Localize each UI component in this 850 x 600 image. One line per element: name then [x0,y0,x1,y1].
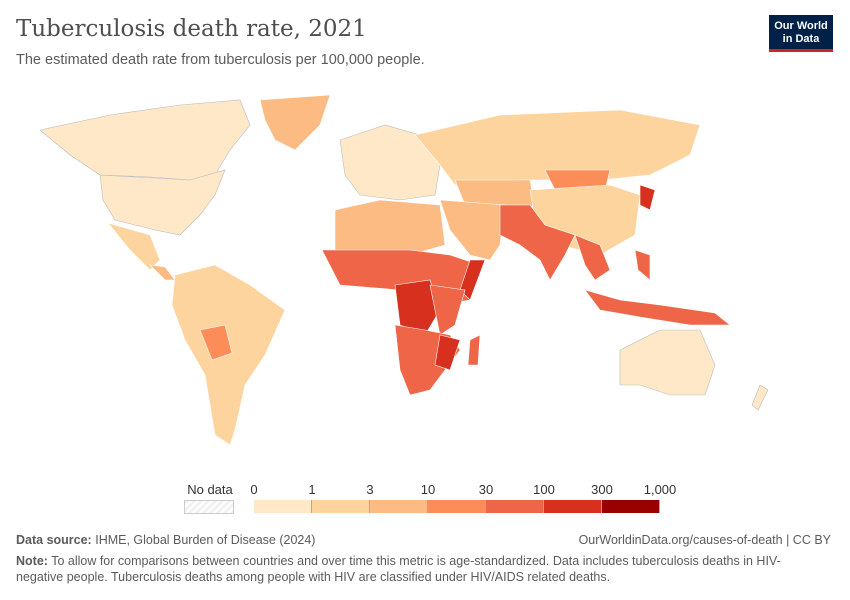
legend-bin[interactable] [312,500,370,513]
region-somalia[interactable] [459,259,486,301]
legend-tick-label: 1,000 [643,482,677,497]
region-korea[interactable] [639,184,656,211]
region-madagascar[interactable] [467,334,481,366]
legend-bin[interactable] [254,500,312,513]
legend-tick-label: 10 [420,482,436,497]
legend-tick-label: 100 [533,482,555,497]
logo-line1: Our World [774,20,828,32]
legend-tick-label: 300 [591,482,613,497]
legend-no-data-swatch [184,500,234,514]
region-middle-east[interactable] [439,199,506,261]
region-mozambique[interactable] [434,334,461,371]
legend-bin[interactable] [428,500,486,513]
legend-bin[interactable] [602,500,660,513]
region-central-america[interactable] [149,264,176,281]
region-southeast-asia[interactable] [574,234,611,281]
region-australia[interactable] [619,329,716,396]
legend-tick-label: 3 [366,482,374,497]
region-europe[interactable] [339,124,441,201]
legend-bin[interactable] [486,500,544,513]
legend: No data 0 1 3 10 30 100 300 1,000 [170,478,700,518]
region-south-america[interactable] [171,264,286,446]
chart-subtitle: The estimated death rate from tuberculos… [16,52,425,68]
region-russia[interactable] [414,109,701,186]
legend-no-data-label: No data [187,482,233,497]
source-label: Data source: [16,533,92,547]
region-mexico[interactable] [107,222,161,271]
region-new-zealand[interactable] [751,384,769,411]
source-text: IHME, Global Burden of Disease (2024) [95,533,316,547]
legend-tick-label: 30 [478,482,494,497]
legend-tick-label: 1 [308,482,316,497]
region-greenland[interactable] [259,94,331,151]
region-bolivia[interactable] [199,324,233,361]
data-source: Data source: IHME, Global Burden of Dise… [16,533,315,547]
legend-bin[interactable] [370,500,428,513]
region-philippines[interactable] [634,249,651,281]
world-map [39,94,769,446]
legend-tick-label: 0 [250,482,258,497]
chart-title: Tuberculosis death rate, 2021 [16,16,367,42]
region-north-africa[interactable] [334,199,446,256]
region-east-africa[interactable] [429,284,466,336]
owid-logo[interactable]: Our World in Data [769,15,833,52]
region-indonesia[interactable] [584,289,731,326]
note: Note: To allow for comparisons between c… [16,553,816,585]
note-label: Note: [16,554,48,568]
region-canada[interactable] [39,99,251,181]
logo-line2: in Data [782,33,820,45]
region-usa[interactable] [99,169,226,236]
note-text: To allow for comparisons between countri… [16,554,781,584]
region-central-africa[interactable] [394,279,441,336]
source-url[interactable]: OurWorldinData.org/causes-of-death | CC … [578,533,831,547]
legend-bin[interactable] [544,500,602,513]
region-south-asia[interactable] [499,204,576,281]
